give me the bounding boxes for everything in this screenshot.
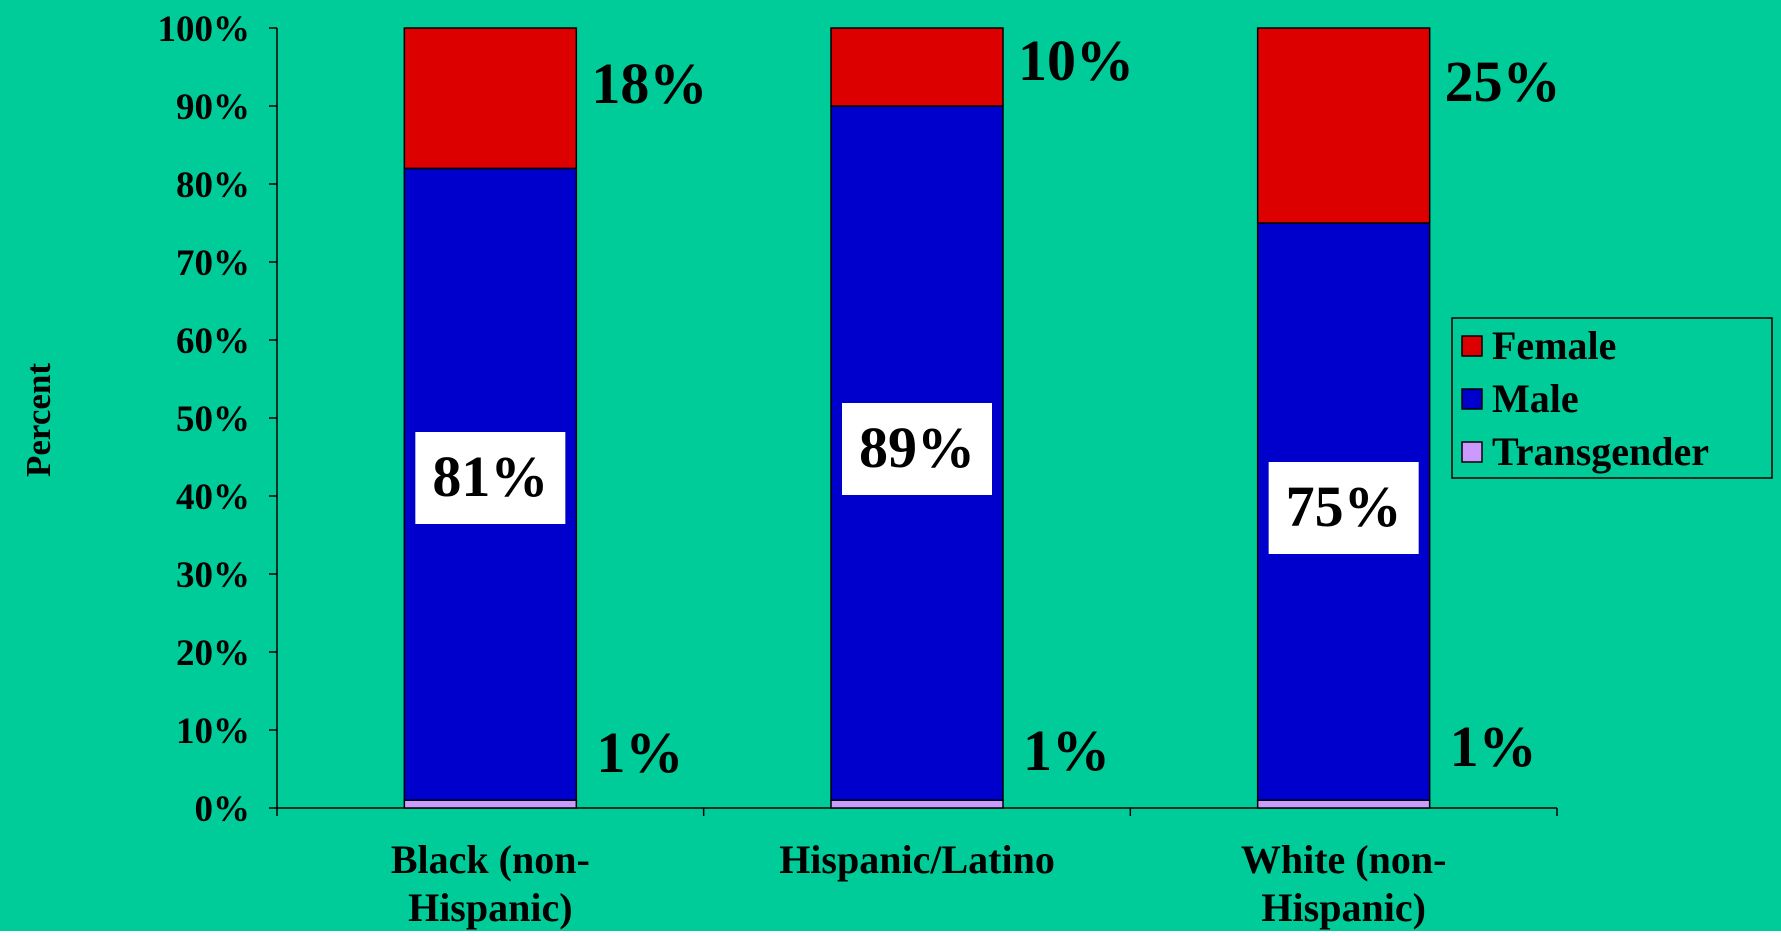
y-tick-label: 50% — [176, 399, 250, 440]
x-category-label: Black (non- — [391, 837, 590, 882]
x-category-label: Hispanic) — [1261, 885, 1425, 930]
data-label-female: 10% — [1018, 28, 1134, 93]
data-label-transgender: 1% — [596, 720, 683, 785]
y-tick-label: 40% — [176, 477, 250, 518]
y-tick-label: 70% — [176, 243, 250, 284]
legend-swatch-male — [1461, 388, 1483, 410]
data-label-box — [842, 403, 992, 495]
data-label-box — [415, 432, 566, 524]
legend-swatch-transgender — [1461, 441, 1483, 463]
data-label-female: 25% — [1445, 49, 1561, 114]
data-label-transgender: 1% — [1023, 718, 1110, 783]
bar-segment-transgender — [403, 799, 578, 809]
y-tick-label: 20% — [176, 633, 250, 674]
legend-label-transgender: Transgender — [1492, 429, 1709, 474]
y-tick-label: 80% — [176, 165, 250, 206]
bar-segment-transgender — [1256, 799, 1431, 809]
legend-label-male: Male — [1492, 376, 1579, 421]
legend-swatch-female — [1461, 335, 1483, 357]
bar-segment-transgender — [830, 799, 1004, 809]
bar-segment-female — [830, 27, 1004, 107]
data-label-female: 18% — [591, 51, 707, 116]
data-label-male: 89% — [859, 415, 975, 480]
y-tick-label: 10% — [176, 711, 250, 752]
y-axis-title: Percent — [19, 363, 58, 477]
y-tick-label: 0% — [195, 789, 251, 830]
data-label-box — [1268, 462, 1419, 554]
data-label-male: 75% — [1286, 474, 1402, 539]
x-category-label: Hispanic/Latino — [779, 837, 1055, 882]
data-label-male: 81% — [432, 444, 548, 509]
legend-label-female: Female — [1492, 323, 1616, 368]
x-category-label: White (non- — [1241, 837, 1447, 882]
y-tick-label: 100% — [158, 9, 251, 50]
bar-segment-female — [1256, 27, 1431, 224]
y-tick-label: 60% — [176, 321, 250, 362]
legend-box — [1451, 317, 1773, 479]
y-tick-label: 30% — [176, 555, 250, 596]
data-label-transgender: 1% — [1450, 714, 1537, 779]
x-category-label: Hispanic) — [408, 885, 572, 930]
bar-segment-female — [403, 27, 578, 170]
y-tick-label: 90% — [176, 87, 250, 128]
